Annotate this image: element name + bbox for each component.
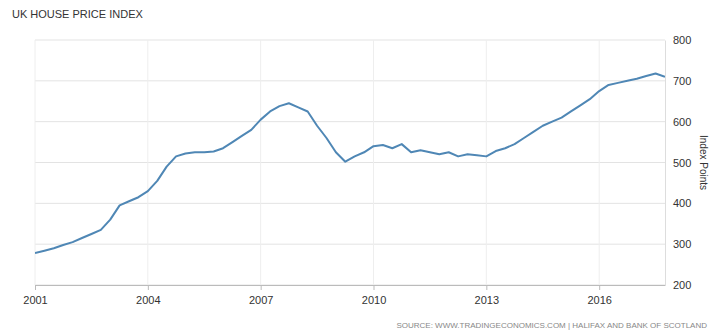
y-tick-label: 700 — [673, 75, 691, 87]
y-tick-label: 800 — [673, 34, 691, 46]
y-tick-label: 300 — [673, 238, 691, 250]
grid — [35, 40, 665, 285]
x-tick: 2016 — [587, 285, 611, 306]
chart-svg: 2001 2004 2007 2010 2013 2016 200 300 400 500 600 7… — [0, 0, 719, 336]
y-tick-label: 400 — [673, 197, 691, 209]
x-tick-label: 2013 — [475, 294, 499, 306]
x-grid-line — [599, 40, 600, 285]
x-tick: 2001 — [23, 285, 47, 306]
x-tick-label: 2010 — [362, 294, 386, 306]
x-tick-mark — [486, 285, 487, 290]
x-tick-label: 2004 — [136, 294, 160, 306]
y-axis-title: Index Points — [698, 135, 709, 190]
chart-container: 2001 2004 2007 2010 2013 2016 200 300 400 500 600 7… — [0, 0, 719, 336]
x-grid-line — [260, 40, 261, 285]
x-tick: 2010 — [362, 285, 386, 306]
x-tick-mark — [35, 285, 36, 290]
y-grid-line — [35, 40, 665, 41]
x-grid-line — [35, 40, 36, 285]
title: UK HOUSE PRICE INDEX — [12, 8, 143, 20]
x-axis: 2001 2004 2007 2010 2013 2016 — [23, 285, 665, 306]
x-tick: 2004 — [136, 285, 160, 306]
x-tick: 2007 — [249, 285, 273, 306]
y-tick: 400 — [665, 197, 691, 209]
y-tick: 600 — [665, 116, 691, 128]
x-tick-mark — [599, 285, 600, 290]
x-tick-mark — [148, 285, 149, 290]
y-tick: 300 — [665, 238, 691, 250]
x-tick: 2013 — [475, 285, 499, 306]
x-tick-label: 2001 — [23, 294, 47, 306]
y-grid-line — [35, 162, 665, 163]
x-grid-line — [486, 40, 487, 285]
line — [35, 73, 665, 253]
source-note: SOURCE: WWW.TRADINGECONOMICS.COM | HALIF… — [396, 321, 707, 330]
x-tick-mark — [261, 285, 262, 290]
y-grid-line — [35, 244, 665, 245]
y-grid-line — [35, 203, 665, 204]
y-grid-line — [35, 121, 665, 122]
y-tick-label: 600 — [673, 116, 691, 128]
y-tick: 500 — [665, 157, 691, 169]
y-tick: 200 — [665, 279, 691, 291]
y-tick-label: 200 — [673, 279, 691, 291]
x-tick-label: 2016 — [587, 294, 611, 306]
y-grid-line — [35, 80, 665, 81]
x-grid-line — [147, 40, 148, 285]
x-tick-label: 2007 — [249, 294, 273, 306]
y-tick: 800 — [665, 34, 691, 46]
x-grid-line — [373, 40, 374, 285]
y-grid-line — [35, 285, 665, 286]
plot-area — [35, 73, 665, 253]
y-tick-label: 500 — [673, 157, 691, 169]
y-axis: 200 300 400 500 600 700 800 — [665, 34, 691, 291]
x-tick-mark — [374, 285, 375, 290]
x-axis-line — [36, 285, 666, 286]
y-tick: 700 — [665, 75, 691, 87]
y-axis-line — [665, 41, 666, 286]
